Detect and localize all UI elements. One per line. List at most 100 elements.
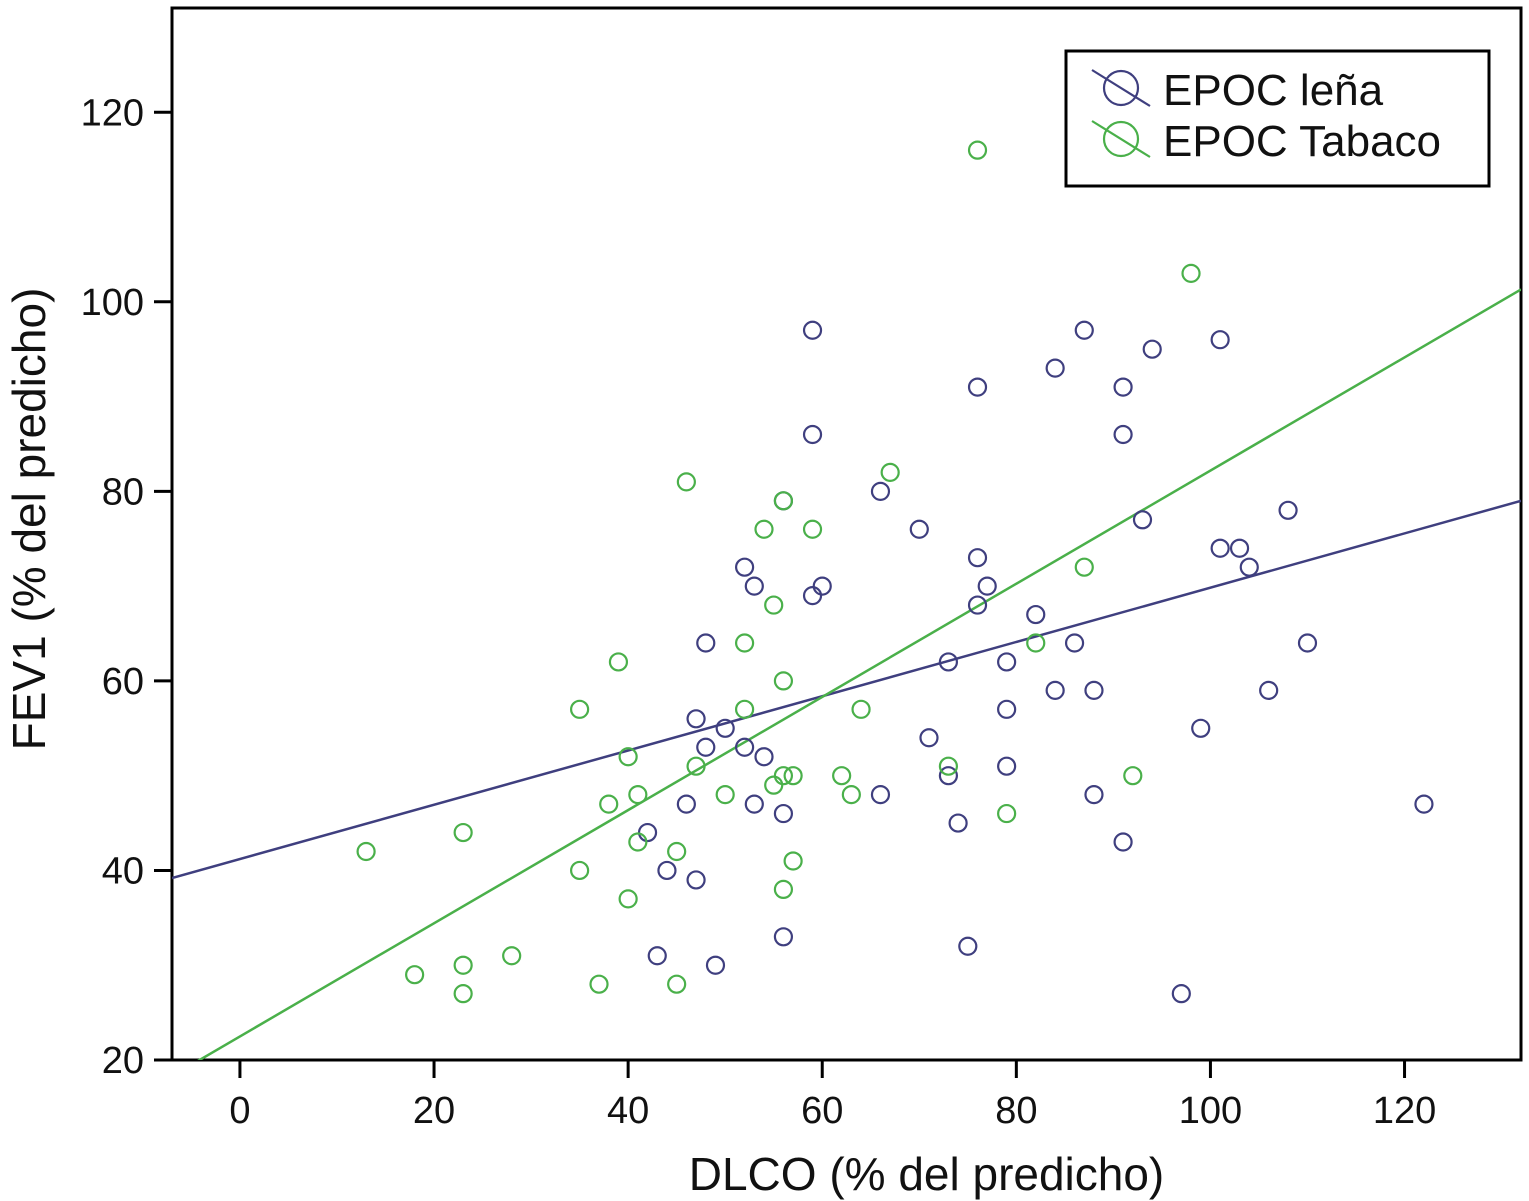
data-point-tabaco xyxy=(618,747,638,767)
y-tick-label: 100 xyxy=(81,282,144,324)
data-point-tabaco xyxy=(764,595,784,615)
data-point-tabaco xyxy=(773,491,794,511)
data-point-lena xyxy=(1113,424,1133,445)
data-point-tabaco xyxy=(628,785,648,805)
data-point-tabaco xyxy=(783,766,803,786)
data-point-tabaco xyxy=(967,140,988,160)
data-point-lena xyxy=(1064,633,1085,653)
data-point-tabaco xyxy=(832,766,852,786)
data-point-tabaco xyxy=(589,974,609,994)
data-point-lena xyxy=(938,766,959,786)
data-point-tabaco xyxy=(453,955,473,975)
data-point-lena xyxy=(977,576,997,596)
points-layer xyxy=(356,140,1434,1004)
data-point-lena xyxy=(967,595,988,615)
data-point-lena xyxy=(1191,718,1211,738)
x-tick-label: 20 xyxy=(413,1090,455,1132)
data-point-tabaco xyxy=(502,946,522,966)
data-point-lena xyxy=(997,699,1017,719)
x-tick-label: 80 xyxy=(995,1090,1037,1132)
data-point-lena xyxy=(997,756,1017,776)
x-tick-label: 40 xyxy=(607,1090,649,1132)
legend-line-tabaco xyxy=(1091,120,1151,158)
data-point-tabaco xyxy=(773,671,794,691)
data-point-tabaco xyxy=(773,879,794,900)
data-point-lena xyxy=(773,803,794,824)
data-point-tabaco xyxy=(773,766,794,786)
data-point-tabaco xyxy=(570,860,590,881)
data-point-lena xyxy=(754,747,774,767)
data-point-lena xyxy=(1132,510,1153,530)
y-tick-label: 80 xyxy=(102,471,144,513)
x-tick-label: 120 xyxy=(1373,1090,1436,1132)
plot-frame xyxy=(170,6,1523,1062)
x-tick-label: 60 xyxy=(801,1090,843,1132)
data-point-lena xyxy=(1045,680,1065,700)
data-point-lena xyxy=(696,737,716,757)
data-point-lena xyxy=(637,822,658,843)
data-point-lena xyxy=(1259,680,1279,700)
data-point-lena xyxy=(938,652,959,672)
data-point-lena xyxy=(1026,604,1046,625)
data-point-tabaco xyxy=(880,462,900,482)
y-tick-label: 120 xyxy=(81,92,144,134)
y-axis-title: FEV1 (% del predicho) xyxy=(3,288,55,751)
data-point-lena xyxy=(744,576,764,596)
labels-layer: 0 20 40 60 80 100 120 20 40 60 80 100 120 DLCO (% del… xyxy=(3,92,1436,1200)
data-point-lena xyxy=(1084,680,1104,700)
data-point-lena xyxy=(1045,358,1065,378)
axes-layer xyxy=(154,6,1523,1078)
data-point-tabaco xyxy=(783,851,803,871)
data-point-lena xyxy=(870,481,891,501)
data-point-lena xyxy=(948,813,968,833)
data-point-lena xyxy=(1113,377,1133,397)
data-point-tabaco xyxy=(453,984,473,1004)
data-point-lena xyxy=(1142,339,1162,359)
data-point-tabaco xyxy=(1074,557,1094,577)
data-point-lena xyxy=(686,870,706,890)
data-point-lena xyxy=(1229,538,1250,558)
data-point-lena xyxy=(696,633,716,653)
data-point-lena xyxy=(744,794,764,814)
legend-label-tabaco: EPOC Tabaco xyxy=(1163,117,1441,166)
data-point-lena xyxy=(1278,500,1298,520)
x-tick-label: 100 xyxy=(1179,1090,1242,1132)
data-point-lena xyxy=(1113,832,1133,852)
data-point-lena xyxy=(1074,320,1094,340)
data-point-lena xyxy=(686,709,706,729)
data-point-lena xyxy=(1210,538,1230,558)
data-point-lena xyxy=(734,557,755,577)
x-axis-title: DLCO (% del predicho) xyxy=(689,1148,1165,1200)
legend-marker-tabaco xyxy=(1102,120,1140,158)
data-point-lena xyxy=(802,424,823,445)
data-point-lena xyxy=(802,320,823,340)
data-point-tabaco xyxy=(599,794,619,814)
data-point-tabaco xyxy=(686,756,706,776)
data-point-lena xyxy=(997,652,1017,672)
data-point-lena xyxy=(909,519,929,539)
data-point-tabaco xyxy=(734,699,755,719)
data-point-lena xyxy=(705,955,726,975)
data-point-lena xyxy=(802,586,823,606)
x-tick-label: 0 xyxy=(229,1090,250,1132)
y-tick-label: 20 xyxy=(102,1040,144,1082)
data-point-tabaco xyxy=(570,699,590,719)
data-point-lena xyxy=(715,718,735,738)
y-tick-label: 60 xyxy=(102,661,144,703)
data-point-lena xyxy=(1084,785,1104,805)
legend-label-lena: EPOC leña xyxy=(1163,66,1384,115)
data-point-tabaco xyxy=(453,822,473,843)
data-point-lena xyxy=(1414,794,1434,814)
data-point-tabaco xyxy=(1181,263,1201,283)
data-point-tabaco xyxy=(1123,766,1143,786)
data-point-lena xyxy=(1297,633,1318,653)
data-point-tabaco xyxy=(851,699,871,719)
data-point-tabaco xyxy=(618,889,638,909)
legend-marker-lena xyxy=(1102,69,1140,107)
data-point-tabaco xyxy=(841,785,861,805)
fit-line-lena xyxy=(172,499,1521,880)
data-point-lena xyxy=(870,785,891,805)
